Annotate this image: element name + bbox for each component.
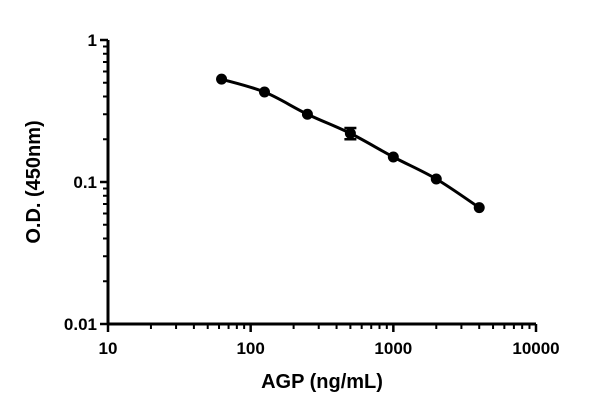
- fit-curve-0: [221, 77, 481, 209]
- plot-area: [216, 73, 485, 214]
- y-tick-label-2: 1: [88, 31, 97, 50]
- data-point-4: [387, 151, 399, 163]
- axes: [106, 40, 536, 326]
- y-tick-label-1: 0.1: [73, 173, 97, 192]
- y-axis-title: O.D. (450nm): [23, 120, 45, 243]
- x-tick-label-3: 10000: [512, 339, 559, 358]
- data-point-3: [344, 127, 356, 139]
- data-point-0: [216, 73, 228, 85]
- y-tick-label-0: 0.01: [64, 315, 97, 334]
- x-axis-title: AGP (ng/mL): [261, 371, 383, 393]
- data-point-2: [301, 108, 313, 120]
- x-tick-label-0: 10: [99, 339, 118, 358]
- ticks: 10 100 1000 10000 0.01 0.1 1: [64, 31, 560, 358]
- data-point-6: [473, 202, 485, 214]
- data-point-5: [430, 173, 442, 185]
- data-point-1: [258, 86, 270, 98]
- x-tick-label-2: 1000: [374, 339, 412, 358]
- x-tick-label-1: 100: [236, 339, 264, 358]
